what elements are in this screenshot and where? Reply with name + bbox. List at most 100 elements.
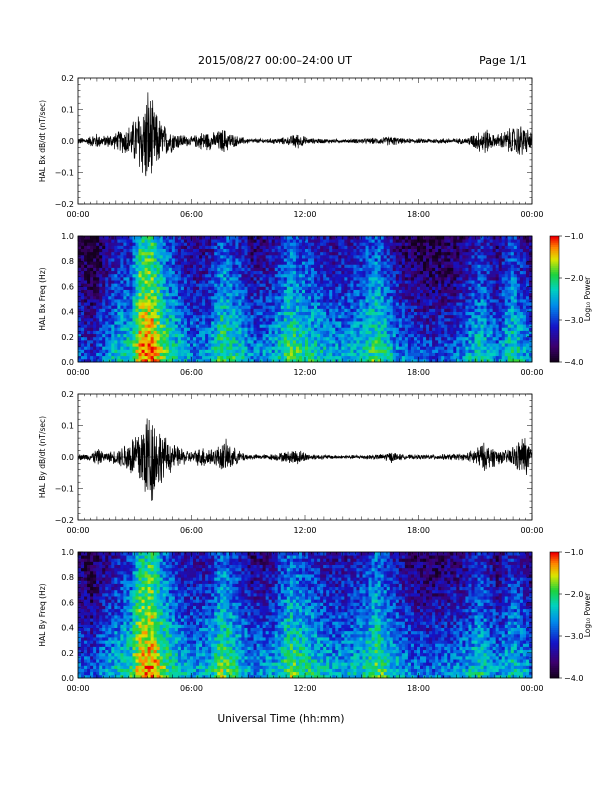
spectrogram-cell (404, 283, 409, 287)
spectrogram-cell (359, 330, 363, 335)
spectrogram-cell (226, 333, 230, 338)
spectrogram-cell (235, 261, 239, 265)
y-tick-label: −0.1 (55, 169, 74, 178)
spectrogram-cell (241, 317, 245, 322)
spectrogram-cell (168, 276, 173, 281)
spectrogram-cell (426, 258, 430, 262)
spectrogram-cell (295, 292, 300, 297)
spectrogram-cell (96, 251, 100, 256)
spectrogram-cell (84, 295, 88, 300)
spectrogram-cell (108, 286, 112, 290)
spectrogram-cell (335, 358, 339, 363)
spectrogram-cell (380, 343, 385, 347)
spectrogram-cell (286, 239, 291, 243)
spectrogram-cell (301, 239, 306, 243)
spectrogram-cell (420, 352, 424, 357)
spectrogram-cell (189, 242, 194, 246)
spectrogram-cell (99, 261, 103, 265)
spectrogram-cell (277, 289, 282, 294)
spectrogram-cell (208, 299, 212, 303)
spectrogram-cell (99, 358, 103, 363)
spectrogram-cell (377, 336, 382, 341)
spectrogram-cell (341, 276, 345, 281)
spectrogram-cell (99, 258, 103, 262)
spectrogram-cell (247, 349, 251, 353)
spectrogram-cell (410, 264, 415, 268)
spectrogram-cell (368, 286, 372, 290)
spectrogram-cell (365, 333, 369, 338)
spectrogram-cell (183, 283, 188, 287)
spectrogram-cell (235, 339, 239, 344)
spectrogram-cell (168, 242, 173, 246)
spectrogram-cell (262, 251, 267, 256)
spectrogram-cell (81, 242, 85, 246)
spectrogram-cell (186, 314, 191, 319)
spectrogram-cell (338, 273, 342, 278)
spectrogram-cell (238, 264, 242, 268)
panel-1: 00:00 06:00 12:00 18:00 00:00−0.2−0.10.00.10… (38, 74, 544, 219)
spectrogram-cell (214, 314, 218, 319)
spectrogram-cell (423, 242, 427, 246)
spectrogram-cell (344, 314, 348, 319)
spectrogram-cell (398, 239, 403, 243)
spectrogram-cell (202, 343, 206, 347)
spectrogram-cell (362, 292, 366, 297)
spectrogram-cell (177, 276, 182, 281)
spectrogram-cell (362, 254, 366, 259)
spectrogram-cell (314, 299, 318, 303)
spectrogram-cell (271, 248, 276, 253)
spectrogram-cell (407, 305, 412, 309)
spectrogram-cell (120, 254, 124, 259)
spectrogram-cell (205, 251, 209, 256)
spectrogram-cell (380, 308, 385, 312)
spectrogram-cell (186, 286, 191, 290)
spectrogram-cell (132, 339, 136, 344)
spectrogram-cell (87, 305, 91, 309)
spectrogram-cell (150, 358, 155, 363)
spectrogram-cell (117, 349, 121, 353)
spectrogram-cell (353, 349, 357, 353)
spectrogram-cell (383, 283, 388, 287)
spectrogram-cell (289, 270, 294, 275)
spectrogram-cell (265, 314, 270, 319)
spectrogram-cell (129, 299, 133, 303)
spectrogram-cell (165, 264, 170, 268)
spectrogram-cell (420, 302, 424, 306)
spectrogram-cell (432, 355, 436, 360)
spectrogram-cell (247, 317, 251, 322)
spectrogram-cell (202, 245, 206, 249)
spectrogram-cell (350, 273, 354, 278)
spectrogram-cell (229, 283, 233, 287)
spectrogram-cell (132, 358, 136, 363)
spectrogram-cell (232, 327, 236, 331)
spectrogram-cell (292, 305, 297, 309)
spectrogram-cell (395, 302, 400, 306)
spectrogram-cell (135, 254, 139, 259)
spectrogram-cell (289, 245, 294, 249)
spectrogram-cell (429, 324, 433, 328)
spectrogram-cell (404, 276, 409, 281)
spectrogram-cell (165, 343, 170, 347)
spectrogram-cell (253, 355, 257, 360)
spectrogram-cell (96, 289, 100, 294)
spectrogram-cell (271, 333, 276, 338)
spectrogram-cell (250, 349, 254, 353)
spectrogram-cell (335, 283, 339, 287)
spectrogram-cell (180, 264, 185, 268)
spectrogram-cell (435, 267, 439, 272)
spectrogram-cell (420, 258, 424, 262)
spectrogram-cell (105, 280, 109, 284)
spectrogram-cell (138, 270, 142, 275)
spectrogram-cell (132, 299, 136, 303)
spectrogram-cell (289, 261, 294, 265)
spectrogram-cell (120, 280, 124, 284)
spectrogram-cell (153, 254, 158, 259)
spectrogram-cell (326, 327, 330, 331)
spectrogram-cell (147, 305, 152, 309)
spectrogram-cell (144, 251, 149, 256)
spectrogram-cell (398, 336, 403, 341)
spectrogram-cell (374, 270, 379, 275)
spectrogram-cell (153, 286, 158, 290)
spectrogram-cell (193, 352, 197, 357)
spectrogram-cell (165, 327, 170, 331)
